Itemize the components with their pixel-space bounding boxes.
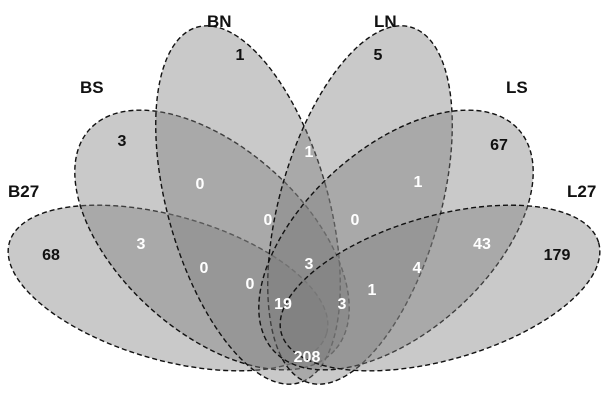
count-ls-l27: 43 [473,236,491,253]
region-counts: 68 3 1 5 67 179 3 0 1 1 43 0 0 0 4 0 3 1… [42,47,570,366]
petals [7,25,601,385]
count-only-ls: 67 [490,137,508,154]
count-ln-ls-l27-bn: 1 [368,282,377,299]
petal-b27 [7,204,329,372]
count-b27-bs-bn-ln: 0 [246,276,255,293]
count-bs-bn: 0 [196,176,205,193]
set-label-l27: L27 [567,182,596,201]
count-only-ln: 5 [374,47,383,64]
count-b27-bs: 3 [137,236,146,253]
count-b27-bs-bn: 0 [200,260,209,277]
count-five-l: 3 [338,296,347,313]
count-core-upper: 3 [305,256,314,273]
count-bs-bn-ln: 0 [264,212,273,229]
set-label-ls: LS [506,78,528,97]
count-all-six: 208 [294,349,321,366]
set-label-b27: B27 [8,182,39,201]
count-ln-ls: 1 [414,174,423,191]
petal-ln [267,25,453,385]
petal-ls [258,109,534,371]
count-bn-ln: 1 [305,144,314,161]
petal-bn [155,25,341,385]
count-only-bn: 1 [236,47,245,64]
set-label-bs: BS [80,78,104,97]
petal-bs [74,109,350,371]
count-ln-ls-l27: 4 [413,260,422,277]
count-only-bs: 3 [118,133,127,150]
count-only-l27: 179 [544,247,571,264]
set-label-ln: LN [374,12,397,31]
set-label-bn: BN [207,12,232,31]
set-labels: B27 BS BN LN LS L27 [8,12,596,201]
count-bn-ln-ls: 0 [351,212,360,229]
count-only-b27: 68 [42,247,60,264]
petal-l27 [279,204,601,372]
count-five-b: 19 [274,296,292,313]
